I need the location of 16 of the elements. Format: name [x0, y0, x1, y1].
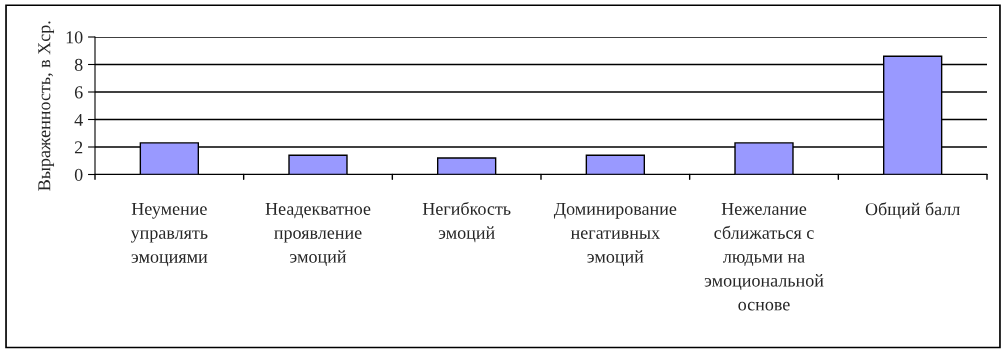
- y-tick-label: 2: [74, 141, 83, 154]
- x-tick-label: Нежелание сближаться с людьми на эмоциональной основе: [704, 202, 824, 311]
- x-tick-label: Общий балл: [865, 202, 960, 219]
- y-tick-label: 0: [74, 168, 83, 181]
- x-tick-label: Доминирование негативных эмоций: [553, 202, 677, 267]
- y-tick-label: 10: [66, 31, 83, 44]
- y-axis-title: Выраженность, в Хср.: [38, 21, 55, 191]
- x-tick-label: Неумение управлять эмоциями: [130, 202, 208, 267]
- y-tick-label: 4: [74, 113, 83, 126]
- bar: [288, 154, 348, 175]
- x-tick-label: Негибкость эмоций: [422, 201, 511, 243]
- y-tick-label: 8: [74, 58, 83, 71]
- x-tick-label: Неадекватное проявление эмоций: [265, 202, 371, 267]
- bar: [585, 154, 646, 175]
- bar: [436, 157, 497, 175]
- y-tick-label: 6: [74, 86, 83, 99]
